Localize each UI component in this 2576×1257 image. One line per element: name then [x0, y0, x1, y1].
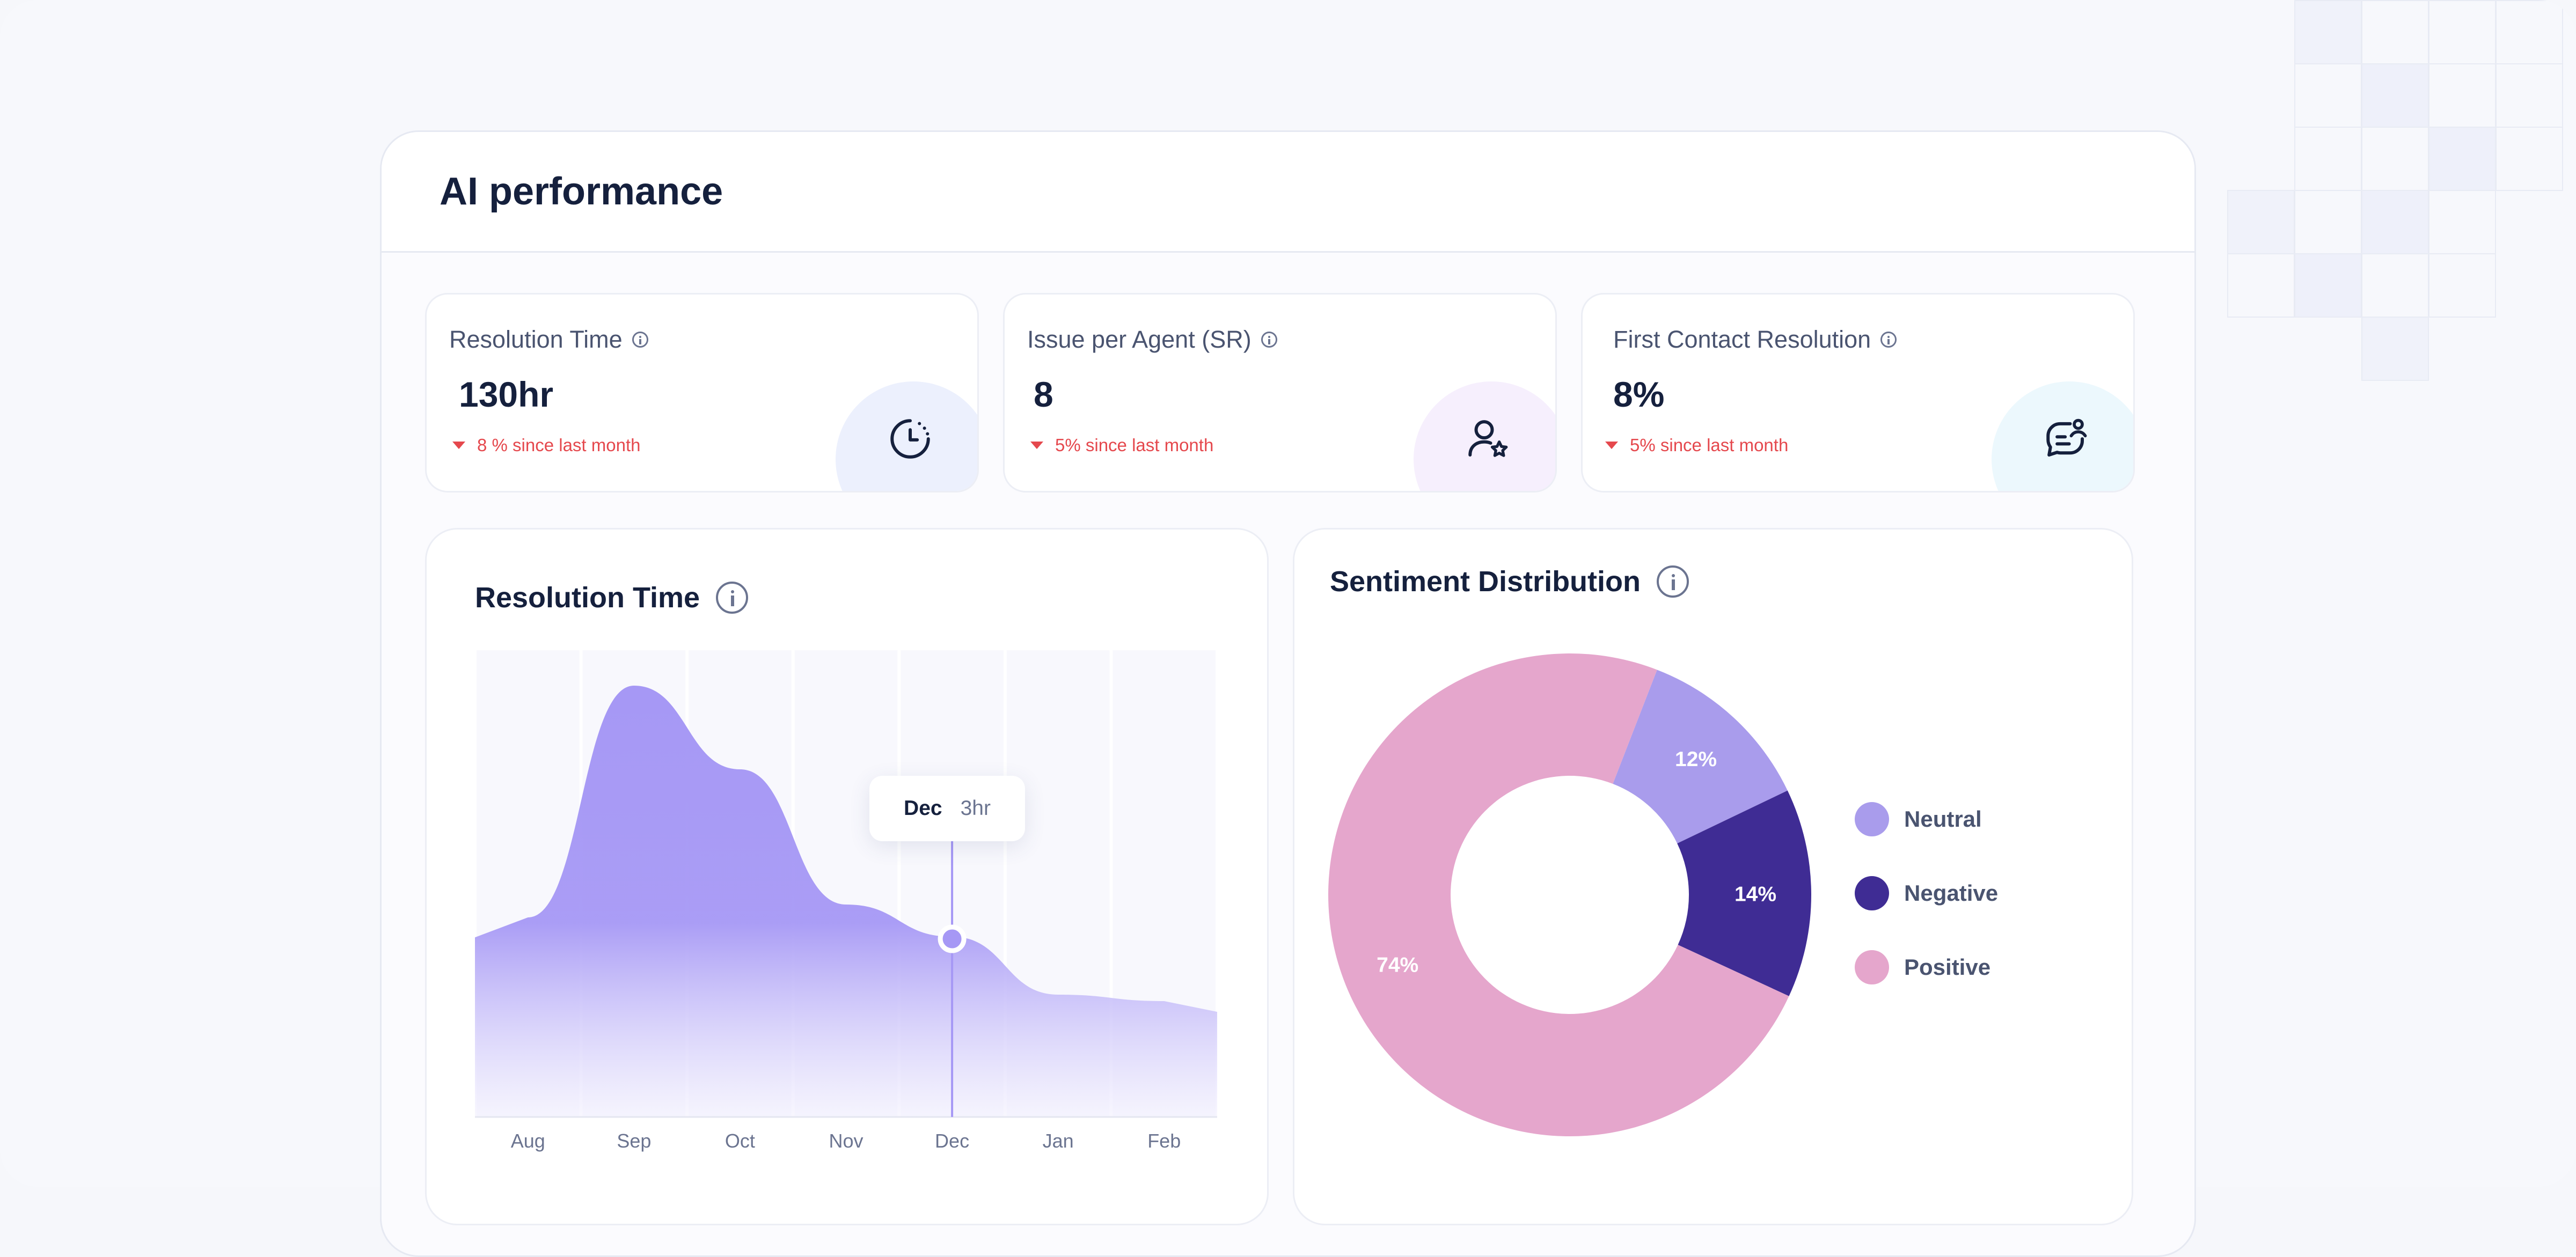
legend-label: Negative	[1904, 880, 1999, 906]
info-icon[interactable]	[716, 582, 749, 614]
legend-item-positive[interactable]: Positive	[1855, 950, 1998, 985]
legend-item-neutral[interactable]: Neutral	[1855, 802, 1998, 837]
area-series	[475, 686, 1217, 1117]
info-icon[interactable]	[632, 332, 648, 348]
stat-trend-text: 8 % since last month	[477, 435, 641, 455]
stat-icon-badge	[836, 381, 977, 491]
stat-trend: 5% since last month	[1605, 435, 1788, 455]
sentiment-legend: Neutral Negative Positive	[1855, 802, 1998, 1024]
tooltip-month: Dec	[904, 797, 942, 820]
highlight-point[interactable]	[938, 924, 967, 953]
stat-trend: 8 % since last month	[452, 435, 640, 455]
card-header: AI performance	[382, 132, 2194, 253]
donut-slice-positive[interactable]	[1328, 653, 1789, 1136]
x-tick-label: Jan	[1043, 1130, 1074, 1152]
decorative-grid	[2157, 0, 2576, 397]
info-icon[interactable]	[1657, 565, 1689, 598]
slice-label: 14%	[1735, 883, 1776, 906]
x-tick-label: Aug	[511, 1130, 545, 1152]
panel-title: Sentiment Distribution	[1330, 565, 1641, 598]
panel-title-row: Resolution Time	[475, 581, 749, 614]
x-tick-label: Sep	[617, 1130, 651, 1152]
clock-icon	[890, 419, 930, 459]
stat-label: First Contact Resolution	[1613, 326, 1871, 353]
legend-swatch	[1855, 950, 1889, 984]
trend-down-icon	[452, 442, 465, 449]
stat-value: 8	[1034, 374, 1053, 414]
stat-trend: 5% since last month	[1030, 435, 1213, 455]
stat-label-row: Issue per Agent (SR)	[1027, 326, 1277, 354]
stat-card-issue-per-agent[interactable]: Issue per Agent (SR) 8 5% since last mon…	[1003, 293, 1557, 492]
user-star-icon	[1468, 420, 1508, 457]
slice-label: 74%	[1377, 954, 1418, 977]
legend-label: Neutral	[1904, 806, 1982, 832]
stat-card-first-contact-resolution[interactable]: First Contact Resolution 8% 5% since las…	[1581, 293, 2135, 492]
stat-value: 130hr	[459, 374, 554, 414]
info-icon[interactable]	[1880, 332, 1897, 348]
legend-item-negative[interactable]: Negative	[1855, 876, 1998, 911]
stat-icon-badge	[1414, 381, 1555, 491]
trend-down-icon	[1605, 442, 1618, 449]
legend-swatch	[1855, 876, 1889, 910]
stat-label-row: Resolution Time	[449, 326, 648, 354]
legend-swatch	[1855, 802, 1889, 836]
panel-title: Resolution Time	[475, 582, 700, 614]
chat-user-icon	[2046, 418, 2087, 457]
stat-label: Issue per Agent (SR)	[1027, 326, 1252, 353]
stat-trend-text: 5% since last month	[1055, 435, 1214, 455]
x-tick-label: Feb	[1147, 1130, 1181, 1152]
donut-slice-negative[interactable]	[1677, 790, 1812, 996]
x-tick-label: Oct	[725, 1130, 755, 1152]
panel-title-row: Sentiment Distribution	[1330, 565, 1689, 598]
donut-slice-neutral[interactable]	[1613, 670, 1788, 844]
slice-label: 12%	[1675, 748, 1717, 771]
x-tick-label: Dec	[935, 1130, 969, 1152]
stat-card-resolution-time[interactable]: Resolution Time 130hr 8 % since last mon…	[425, 293, 979, 492]
stat-trend-text: 5% since last month	[1630, 435, 1789, 455]
stat-label: Resolution Time	[449, 326, 623, 353]
page-title: AI performance	[440, 170, 723, 213]
sentiment-donut-chart[interactable]: 12% 14% 74%	[0, 0, 2576, 1187]
x-tick-label: Nov	[829, 1130, 863, 1152]
stat-value: 8%	[1613, 374, 1665, 414]
resolution-time-chart[interactable]: Aug Sep Oct Nov Dec Jan Feb	[0, 0, 2576, 1187]
legend-label: Positive	[1904, 954, 1991, 980]
info-icon[interactable]	[1261, 332, 1277, 348]
chart-tooltip: Dec 3hr	[869, 776, 1025, 841]
stat-icon-badge	[1992, 381, 2133, 491]
trend-down-icon	[1030, 442, 1043, 449]
stat-label-row: First Contact Resolution	[1613, 326, 1897, 354]
tooltip-value: 3hr	[960, 797, 991, 820]
